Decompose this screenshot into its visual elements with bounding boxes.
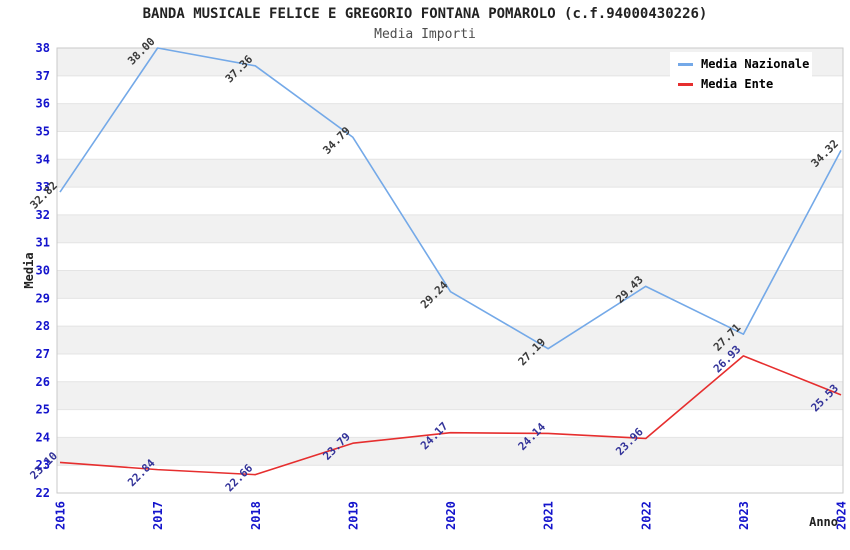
x-tick-label: 2023 — [737, 501, 751, 530]
x-tick-label: 2018 — [249, 501, 263, 530]
y-tick-label: 30 — [36, 264, 50, 278]
x-tick-label: 2016 — [54, 501, 68, 530]
y-tick-label: 32 — [36, 208, 50, 222]
grid-band — [57, 437, 843, 466]
y-tick-label: 24 — [36, 430, 50, 444]
point-label-media-ente: 22.66 — [223, 461, 256, 494]
x-tick-label: 2019 — [346, 501, 360, 530]
legend-label-media-ente: Media Ente — [701, 77, 774, 91]
line-marker-media-nazionale-icon — [678, 62, 693, 66]
y-tick-label: 25 — [36, 403, 50, 417]
grid-band — [57, 270, 843, 299]
chart-title: BANDA MUSICALE FELICE E GREGORIO FONTANA… — [142, 6, 708, 22]
plot-border — [56, 47, 844, 494]
chart-subtitle: Media Importi — [374, 27, 476, 42]
y-tick-label: 37 — [36, 69, 50, 83]
y-tick-label: 26 — [36, 375, 50, 389]
y-tick-label: 23 — [36, 458, 50, 472]
y-tick-label: 22 — [36, 486, 50, 500]
x-tick-label: 2024 — [835, 501, 849, 530]
y-tick-label: 34 — [36, 152, 50, 166]
x-tick-label: 2021 — [542, 501, 556, 530]
legend-item-media-nazionale: Media Nazionale — [678, 54, 812, 74]
y-tick-label: 28 — [36, 319, 50, 333]
y-tick-label: 33 — [36, 180, 50, 194]
y-tick-label: 36 — [36, 97, 50, 111]
x-tick-label: 2017 — [151, 501, 165, 530]
x-axis-title: Anno — [809, 515, 838, 529]
grid-band — [57, 381, 843, 410]
y-tick-label: 31 — [36, 236, 50, 250]
line-marker-media-ente-icon — [678, 82, 693, 86]
series-line-media-ente — [59, 355, 842, 476]
y-tick-label: 38 — [36, 41, 50, 55]
x-tick-label: 2022 — [639, 501, 653, 530]
legend-label-media-nazionale: Media Nazionale — [701, 57, 810, 71]
grid-band — [57, 159, 843, 188]
y-axis-title: Media — [22, 252, 36, 288]
legend: Media Nazionale Media Ente — [670, 52, 812, 98]
grid-band — [57, 103, 843, 132]
series-line-media-nazionale — [59, 47, 842, 350]
y-tick-label: 35 — [36, 124, 50, 138]
point-label-media-ente: 23.10 — [28, 449, 61, 482]
y-tick-label: 27 — [36, 347, 50, 361]
grid-band — [57, 326, 843, 354]
legend-item-media-ente: Media Ente — [678, 74, 812, 94]
x-tick-label: 2020 — [444, 501, 458, 530]
y-tick-label: 29 — [36, 291, 50, 305]
grid-band — [57, 214, 843, 243]
